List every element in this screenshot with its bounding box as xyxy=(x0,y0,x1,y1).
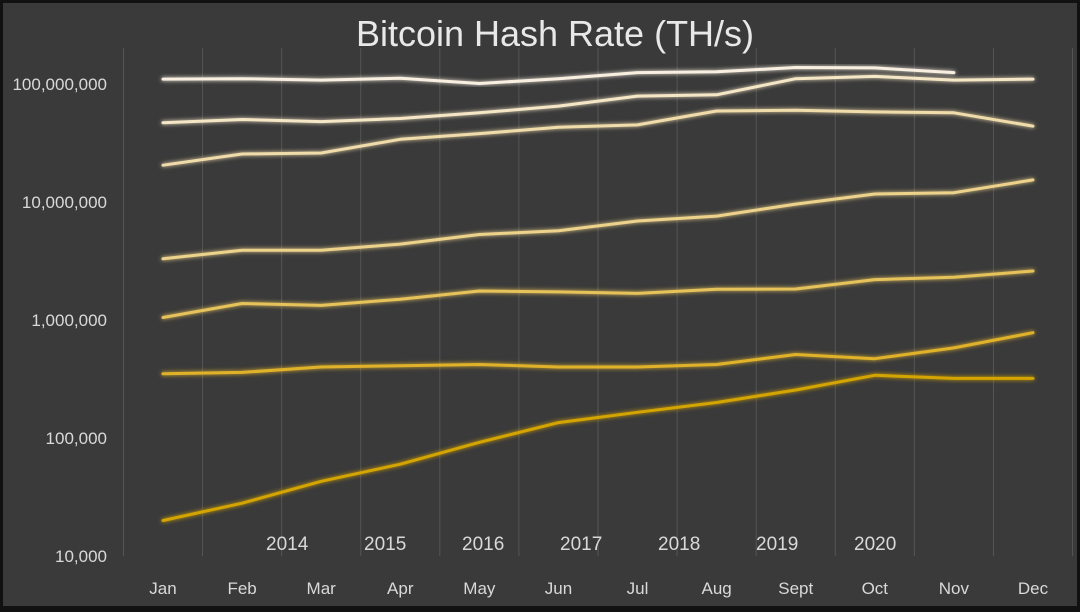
y-tick-label: 1,000,000 xyxy=(31,311,107,330)
series-line-2016 xyxy=(161,269,1035,319)
legend: 2014 2015 2016 2017 2018 2019 2020 xyxy=(243,534,896,555)
x-tick-label: Aug xyxy=(702,579,732,598)
series-line-2018 xyxy=(161,108,1035,167)
chart-title: Bitcoin Hash Rate (TH/s) xyxy=(356,13,754,54)
x-tick-label: Feb xyxy=(227,579,256,598)
legend-label: 2016 xyxy=(462,534,504,555)
x-tick-label: Jan xyxy=(149,579,176,598)
legend-label: 2015 xyxy=(364,534,406,555)
y-tick-label: 10,000,000 xyxy=(22,193,107,212)
series-lines xyxy=(161,66,1035,522)
x-tick-label: Apr xyxy=(387,579,414,598)
x-tick-label: Oct xyxy=(862,579,889,598)
series-line-2014 xyxy=(161,373,1035,522)
y-tick-label: 100,000,000 xyxy=(12,75,107,94)
x-tick-label: May xyxy=(463,579,496,598)
x-tick-label: Nov xyxy=(939,579,970,598)
series-line-2019 xyxy=(161,74,1035,125)
gridlines xyxy=(122,48,1074,556)
x-axis-ticks: Jan Feb Mar Apr May Jun Jul Aug Sept Oct Nov Dec xyxy=(149,579,1048,598)
y-tick-label: 100,000 xyxy=(46,429,107,448)
x-tick-label: Mar xyxy=(307,579,337,598)
chart-svg: Bitcoin Hash Rate (TH/s) 10,000 100,000 1,… xyxy=(12,13,1074,598)
series-line-2020 xyxy=(161,66,956,85)
series-line-2015 xyxy=(161,331,1035,376)
y-axis-ticks: 10,000 100,000 1,000,000 10,000,000 100,000,… xyxy=(12,75,107,566)
legend-label: 2020 xyxy=(854,534,896,555)
series-line-2017 xyxy=(161,178,1035,261)
x-tick-label: Jun xyxy=(545,579,572,598)
x-tick-label: Dec xyxy=(1018,579,1049,598)
legend-label: 2017 xyxy=(560,534,602,555)
y-tick-label: 10,000 xyxy=(55,547,107,566)
x-tick-label: Sept xyxy=(778,579,813,598)
legend-label: 2014 xyxy=(266,534,309,555)
legend-label: 2019 xyxy=(756,534,798,555)
x-tick-label: Jul xyxy=(627,579,649,598)
legend-label: 2018 xyxy=(658,534,700,555)
